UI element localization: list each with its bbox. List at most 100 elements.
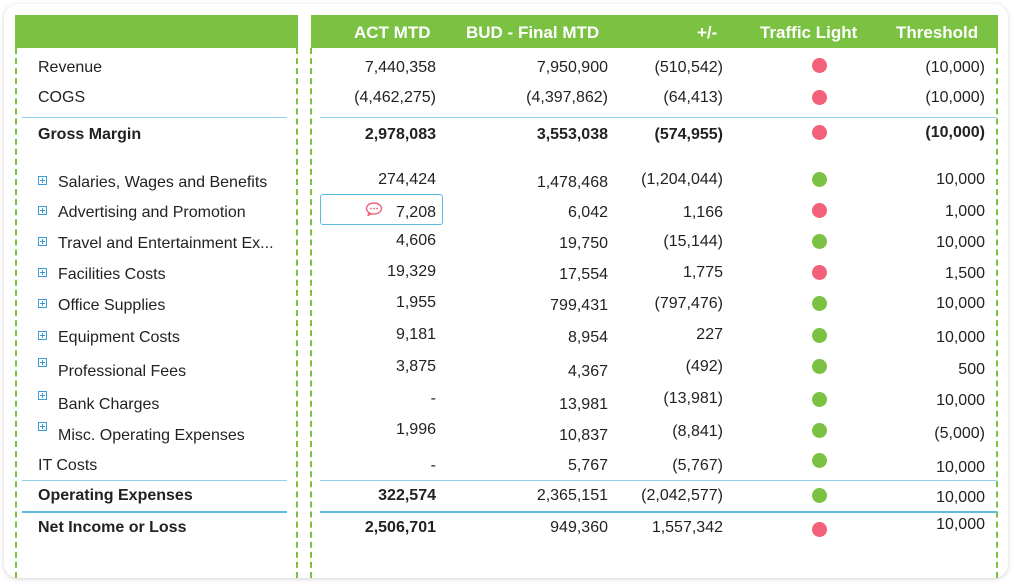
cell-threshold[interactable]: 500: [958, 361, 985, 378]
row-label[interactable]: Salaries, Wages and Benefits: [58, 174, 268, 191]
cell-diff[interactable]: (64,413): [663, 89, 723, 106]
traffic-light-dot-green: [812, 453, 827, 468]
cell-bud-final-mtd[interactable]: 17,554: [559, 266, 608, 283]
expand-icon[interactable]: [38, 358, 47, 367]
row-label[interactable]: Misc. Operating Expenses: [58, 427, 245, 444]
col-header-act-mtd[interactable]: ACT MTD: [354, 23, 431, 42]
expand-icon[interactable]: [38, 268, 47, 277]
cell-act-mtd[interactable]: 9,181: [395, 326, 436, 343]
traffic-light-dot-green: [812, 296, 827, 311]
cell-act-mtd[interactable]: 19,329: [387, 263, 436, 280]
cell-diff[interactable]: (5,767): [672, 457, 723, 474]
expand-icon[interactable]: [38, 206, 47, 215]
expand-icon[interactable]: [38, 299, 47, 308]
cell-bud-final-mtd[interactable]: 6,042: [567, 204, 608, 221]
cell-diff[interactable]: (15,144): [663, 233, 723, 250]
cell-bud-final-mtd[interactable]: 10,837: [559, 427, 608, 444]
cell-diff[interactable]: (510,542): [654, 59, 724, 76]
cell-threshold[interactable]: (10,000): [925, 89, 985, 106]
row-label[interactable]: Advertising and Promotion: [58, 204, 246, 221]
cell-act-mtd[interactable]: (4,462,275): [354, 89, 436, 106]
col-header-bud-final-mtd[interactable]: BUD - Final MTD: [466, 23, 600, 42]
expand-icon[interactable]: [38, 331, 47, 340]
cell-act-mtd[interactable]: 1,996: [395, 421, 436, 438]
cell-threshold[interactable]: 10,000: [936, 329, 985, 346]
row-label: Net Income or Loss: [38, 519, 187, 536]
cell-act-mtd[interactable]: 3,875: [395, 358, 436, 375]
cell-threshold[interactable]: 10,000: [936, 171, 985, 188]
selected-cell-highlight[interactable]: [320, 194, 443, 225]
cell-act-mtd[interactable]: 2,506,701: [364, 519, 436, 536]
col-header-diff[interactable]: +/-: [697, 23, 718, 42]
row-label[interactable]: Travel and Entertainment Ex...: [58, 235, 274, 252]
cell-threshold[interactable]: (10,000): [925, 124, 985, 141]
expand-icon[interactable]: [38, 176, 47, 185]
cell-diff[interactable]: (8,841): [672, 423, 723, 440]
row-label: Operating Expenses: [38, 487, 193, 504]
cell-act-mtd[interactable]: -: [430, 457, 436, 474]
cell-bud-final-mtd[interactable]: 4,367: [567, 363, 608, 380]
col-header-threshold[interactable]: Threshold: [896, 23, 979, 42]
row-label[interactable]: Facilities Costs: [58, 266, 166, 283]
expand-icon[interactable]: [38, 422, 47, 431]
traffic-light-dot-green: [812, 172, 827, 187]
cell-bud-final-mtd[interactable]: 5,767: [567, 457, 608, 474]
right-border-dashed: [996, 48, 998, 578]
cell-act-mtd[interactable]: 274,424: [378, 171, 436, 188]
cell-act-mtd[interactable]: -: [430, 390, 436, 407]
report-card: [4, 4, 1008, 578]
cell-diff[interactable]: (574,955): [654, 126, 724, 143]
cell-threshold[interactable]: 10,000: [936, 295, 985, 312]
row-label: COGS: [38, 89, 86, 106]
cell-threshold[interactable]: 10,000: [936, 459, 985, 476]
cell-threshold[interactable]: (5,000): [934, 425, 985, 442]
divider-opex-left: [22, 480, 287, 481]
row-label: Gross Margin: [38, 126, 142, 143]
cell-bud-final-mtd[interactable]: 8,954: [567, 329, 608, 346]
cell-diff[interactable]: (797,476): [654, 295, 724, 312]
cell-bud-final-mtd[interactable]: 799,431: [550, 297, 608, 314]
cell-diff[interactable]: (492): [685, 358, 723, 375]
row-label[interactable]: Office Supplies: [58, 297, 166, 314]
cell-diff[interactable]: (1,204,044): [641, 171, 723, 188]
cell-act-mtd[interactable]: 7,440,358: [364, 59, 436, 76]
cell-diff[interactable]: 1,557,342: [651, 519, 723, 536]
cell-diff[interactable]: 1,775: [682, 264, 723, 281]
cell-diff[interactable]: 1,166: [682, 204, 723, 221]
divider-net-income-left: [22, 511, 287, 513]
cell-bud-final-mtd[interactable]: 19,750: [559, 235, 608, 252]
cell-act-mtd[interactable]: 7,208: [395, 204, 436, 221]
cell-diff[interactable]: (2,042,577): [641, 487, 723, 504]
cell-threshold[interactable]: 1,000: [944, 203, 985, 220]
traffic-light-dot-red: [812, 125, 827, 140]
cell-bud-final-mtd[interactable]: 2,365,151: [536, 487, 608, 504]
traffic-light-dot-red: [812, 58, 827, 73]
traffic-light-dot-red: [812, 265, 827, 280]
comment-icon[interactable]: [365, 202, 383, 216]
cell-diff[interactable]: 227: [696, 326, 723, 343]
cell-threshold[interactable]: (10,000): [925, 59, 985, 76]
cell-act-mtd[interactable]: 2,978,083: [364, 126, 436, 143]
cell-bud-final-mtd[interactable]: 949,360: [550, 519, 608, 536]
cell-threshold[interactable]: 1,500: [944, 265, 985, 282]
cell-bud-final-mtd[interactable]: 3,553,038: [536, 126, 608, 143]
traffic-light-dot-red: [812, 90, 827, 105]
cell-bud-final-mtd[interactable]: 13,981: [559, 396, 608, 413]
col-header-traffic-light[interactable]: Traffic Light: [760, 23, 858, 42]
expand-icon[interactable]: [38, 237, 47, 246]
cell-bud-final-mtd[interactable]: (4,397,862): [526, 89, 608, 106]
cell-threshold[interactable]: 10,000: [936, 516, 985, 533]
cell-bud-final-mtd[interactable]: 1,478,468: [536, 174, 608, 191]
cell-bud-final-mtd[interactable]: 7,950,900: [536, 59, 608, 76]
cell-act-mtd[interactable]: 4,606: [395, 232, 436, 249]
row-label[interactable]: Professional Fees: [58, 363, 187, 380]
cell-act-mtd[interactable]: 322,574: [378, 487, 436, 504]
row-label[interactable]: Equipment Costs: [58, 329, 180, 346]
row-label[interactable]: Bank Charges: [58, 396, 160, 413]
cell-diff[interactable]: (13,981): [663, 390, 723, 407]
cell-threshold[interactable]: 10,000: [936, 234, 985, 251]
cell-threshold[interactable]: 10,000: [936, 392, 985, 409]
cell-act-mtd[interactable]: 1,955: [395, 294, 436, 311]
expand-icon[interactable]: [38, 391, 47, 400]
cell-threshold[interactable]: 10,000: [936, 489, 985, 506]
